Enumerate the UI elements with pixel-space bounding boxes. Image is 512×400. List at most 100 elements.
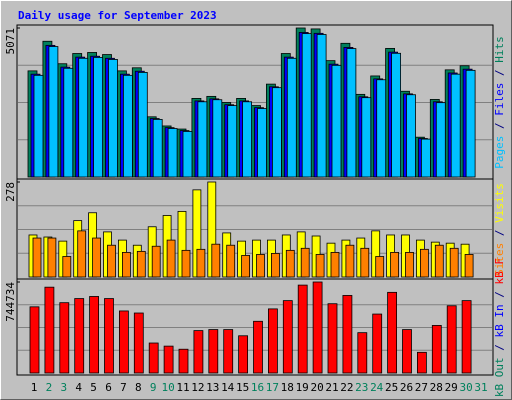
bar [119, 310, 129, 374]
bar [285, 249, 295, 278]
bar [193, 330, 204, 374]
x-tick-label: 15 [236, 381, 249, 394]
x-tick-label: 18 [281, 381, 294, 394]
x-tick-label: 12 [191, 381, 204, 394]
bar [375, 256, 385, 278]
bar [181, 249, 191, 278]
x-tick-label: 19 [296, 381, 309, 394]
bar [253, 320, 263, 374]
y-tick-label: 278 [4, 182, 17, 202]
legend-entry: kB Out [493, 357, 506, 397]
bar [406, 94, 416, 178]
x-tick-label: 9 [150, 381, 157, 394]
bar [148, 342, 159, 374]
bar [282, 300, 293, 374]
bar [360, 247, 370, 278]
bar [208, 329, 219, 374]
x-tick-label: 29 [445, 381, 458, 394]
bar [77, 230, 87, 278]
bar [449, 247, 459, 278]
bar [390, 251, 400, 278]
legend-separator: / [493, 284, 506, 304]
bar [89, 296, 99, 374]
legend-entry: Visits [493, 183, 506, 223]
bar [300, 247, 310, 278]
x-tick-label: 8 [135, 381, 142, 394]
bar [405, 251, 414, 278]
bar [136, 250, 146, 278]
legend: kB Out / kB In / kB F [493, 258, 506, 397]
bar [345, 244, 355, 278]
bar [372, 313, 383, 374]
legend-entry: kB In [493, 304, 506, 337]
x-tick-label: 14 [221, 381, 235, 394]
y-tick-label: 5071 [4, 28, 17, 55]
bar [312, 281, 323, 374]
bar [420, 138, 431, 178]
bar [316, 34, 327, 178]
bar [327, 303, 338, 374]
legend-entry: Files [493, 83, 506, 116]
bar [342, 295, 353, 374]
x-tick-label: 20 [310, 381, 323, 394]
bar [122, 251, 131, 278]
bar [48, 46, 59, 178]
bar [435, 102, 446, 178]
chart-title: Daily usage for September 2023 [18, 9, 217, 22]
bar [63, 67, 74, 178]
bar [434, 244, 444, 278]
x-tick-label: 1 [31, 381, 38, 394]
x-tick-label: 22 [340, 381, 353, 394]
bar [346, 48, 357, 178]
bar [93, 57, 103, 178]
bar [361, 97, 372, 178]
bar [44, 286, 55, 374]
bar [197, 101, 208, 178]
legend: Sites / Visits [493, 183, 506, 276]
x-tick-label: 10 [161, 381, 174, 394]
x-tick-label: 2 [46, 381, 53, 394]
x-tick-label: 17 [266, 381, 279, 394]
bar [152, 119, 163, 178]
bar [331, 64, 342, 178]
x-tick-label: 23 [355, 381, 368, 394]
bar [163, 345, 174, 374]
x-tick-label: 3 [60, 381, 67, 394]
bar [78, 57, 89, 178]
legend: Pages / Files / Hits [493, 36, 506, 169]
bar [227, 105, 238, 178]
x-tick-label: 26 [400, 381, 413, 394]
bar [196, 248, 206, 278]
x-tick-label: 16 [251, 381, 264, 394]
bar [226, 244, 236, 278]
legend-entry: Pages [493, 136, 506, 169]
bar [107, 244, 116, 278]
bar [297, 284, 308, 374]
bar [301, 33, 312, 178]
bar [256, 254, 265, 278]
x-tick-label: 4 [75, 381, 82, 394]
x-tick-label: 27 [415, 381, 428, 394]
bar [330, 251, 340, 278]
bar [267, 308, 278, 374]
legend-separator: / [493, 223, 506, 243]
y-tick-label: 744734 [4, 282, 17, 322]
legend-entry: Sites [493, 243, 506, 276]
x-tick-label: 13 [206, 381, 219, 394]
legend-entry: kB F [493, 258, 506, 285]
x-tick-label: 21 [325, 381, 338, 394]
bar [33, 74, 44, 178]
bar [223, 329, 234, 374]
bar [32, 237, 42, 278]
bar [92, 237, 101, 278]
bar [137, 71, 148, 178]
legend-separator: / [493, 116, 506, 136]
legend-separator: / [493, 337, 506, 357]
legend-entry: Hits [493, 36, 506, 63]
bar [74, 298, 85, 374]
bar [402, 329, 412, 374]
x-tick-label: 6 [105, 381, 112, 394]
